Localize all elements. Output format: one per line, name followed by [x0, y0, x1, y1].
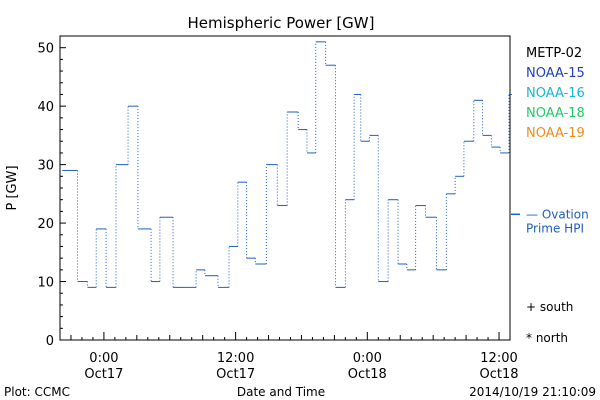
y-tick-label: 20 [37, 217, 54, 232]
legend-entry: NOAA-16 [526, 86, 585, 101]
legend-entry: NOAA-19 [526, 126, 585, 141]
legend-entry: METP-02 [526, 46, 582, 61]
ovation-label-line1: — Ovation [526, 207, 589, 221]
y-tick-label: 10 [37, 276, 54, 291]
x-tick-label-date: Oct17 [216, 367, 255, 382]
x-tick-label-time: 12:00 [480, 351, 517, 366]
x-tick-label-date: Oct17 [84, 367, 123, 382]
y-ticks: 0 10 20 30 40 50 [37, 42, 66, 349]
legend: METP-02 NOAA-15 NOAA-16 NOAA-18 NOAA-19 [526, 46, 585, 141]
legend-south: + south [526, 300, 573, 314]
y-axis-label: P [GW] [5, 165, 20, 210]
legend-north: * north [526, 331, 568, 345]
footer-left: Plot: CCMC [4, 385, 70, 399]
x-tick-label-date: Oct18 [348, 367, 387, 382]
data-series [62, 41, 512, 288]
y-tick-label: 30 [37, 159, 54, 174]
x-tick-label-time: 0:00 [89, 351, 118, 366]
plot-frame [59, 35, 511, 341]
ovation-label-line2: Prime HPI [526, 221, 584, 235]
x-tick-label-time: 0:00 [353, 351, 382, 366]
y-tick-label: 0 [46, 334, 54, 349]
x-tick-label-date: Oct18 [480, 367, 519, 382]
legend-entry: NOAA-18 [526, 106, 585, 121]
footer-right: 2014/10/19 21:10:09 [469, 385, 596, 399]
x-tick-label-time: 12:00 [217, 351, 254, 366]
y-tick-label: 40 [37, 100, 54, 115]
legend-entry: NOAA-15 [526, 66, 585, 81]
x-axis-label: Date and Time [237, 385, 325, 399]
chart-title: Hemispheric Power [GW] [188, 14, 375, 32]
y-tick-label: 50 [37, 42, 54, 57]
x-ticks: 0:00Oct1712:00Oct170:00Oct1812:00Oct180:… [59, 332, 519, 382]
